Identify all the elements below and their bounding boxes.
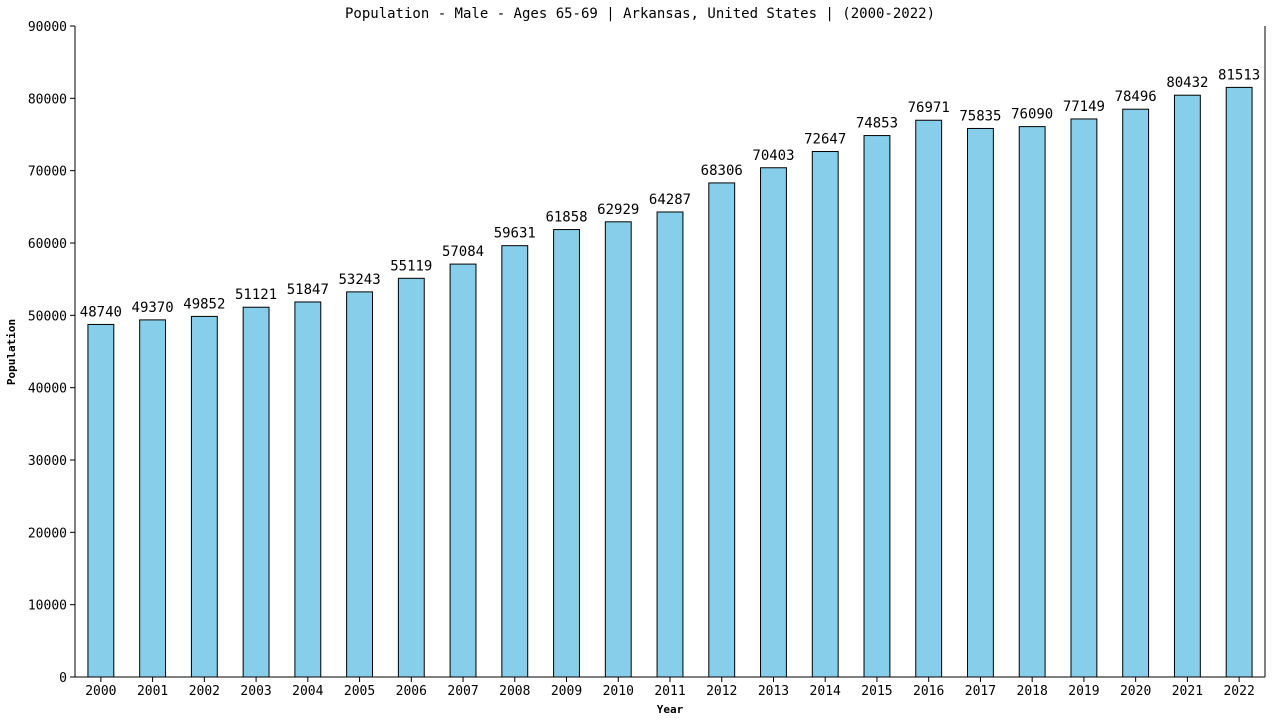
data-label: 80432: [1166, 75, 1208, 91]
y-tick-label: 60000: [28, 237, 67, 252]
x-tick-label: 2006: [396, 684, 427, 699]
x-tick-label: 2021: [1172, 684, 1203, 699]
bar: [397, 277, 425, 678]
x-tick-label: 2012: [706, 684, 737, 699]
x-axis-label: Year: [657, 703, 684, 716]
x-tick-label: 2004: [292, 684, 323, 699]
data-label: 48740: [80, 304, 122, 320]
x-tick-label: 2019: [1068, 684, 1099, 699]
data-label: 64287: [649, 192, 691, 208]
y-tick-label: 70000: [28, 165, 67, 180]
data-label: 76971: [908, 100, 950, 116]
y-axis: 0 10000 20000 30000 40000 50000 60000 70000 8000…: [28, 20, 1266, 686]
bar: [294, 301, 322, 678]
x-tick-label: 2010: [603, 684, 634, 699]
chart-title: Population - Male - Ages 65-69 | Arkansa…: [345, 6, 935, 22]
x-tick-label: 2009: [551, 684, 582, 699]
y-tick-label: 50000: [28, 309, 67, 324]
bar: [242, 306, 270, 678]
bar: [553, 229, 580, 678]
data-label: 59631: [494, 226, 536, 242]
data-label: 77149: [1063, 99, 1105, 115]
bar: [656, 211, 684, 678]
data-label: 74853: [856, 116, 898, 132]
bar: [708, 182, 736, 678]
x-tick-label: 2022: [1223, 684, 1254, 699]
data-label: 78496: [1115, 89, 1157, 105]
data-label: 53243: [338, 272, 380, 288]
bar: [501, 245, 529, 678]
bar: [604, 221, 632, 678]
bar: [1070, 118, 1098, 678]
bar: [1018, 126, 1046, 678]
x-tick-label: 2003: [240, 684, 271, 699]
y-tick-label: 20000: [28, 526, 67, 541]
data-label: 51847: [287, 282, 329, 298]
x-tick-label: 2013: [758, 684, 789, 699]
data-label: 75835: [959, 108, 1001, 124]
y-axis-label: Population: [5, 319, 18, 385]
x-tick-label: 2007: [447, 684, 478, 699]
x-tick-label: 2008: [499, 684, 530, 699]
data-label: 51121: [235, 287, 277, 303]
bar: [190, 315, 218, 678]
data-label: 49370: [132, 300, 174, 316]
y-tick-label: 40000: [28, 382, 67, 397]
x-tick-label: 2005: [344, 684, 375, 699]
y-tick-label: 0: [59, 671, 67, 686]
x-tick-label: 2011: [654, 684, 685, 699]
data-label: 81513: [1218, 67, 1260, 83]
bar: [346, 291, 373, 678]
bar: [449, 263, 477, 678]
x-tick-label: 2016: [913, 684, 944, 699]
x-tick-label: 2020: [1120, 684, 1151, 699]
data-label: 55119: [390, 258, 432, 274]
bar: [811, 151, 839, 678]
y-tick-label: 90000: [28, 20, 67, 35]
bar: [139, 319, 167, 678]
data-label: 72647: [804, 132, 846, 148]
data-label: 49852: [183, 296, 225, 312]
x-tick-label: 2001: [137, 684, 168, 699]
bar: [760, 167, 787, 678]
bar: [967, 127, 994, 678]
x-tick-label: 2000: [85, 684, 116, 699]
x-tick-label: 2015: [861, 684, 892, 699]
x-tick-label: 2018: [1017, 684, 1048, 699]
bar: [1122, 108, 1150, 678]
bar: [1225, 86, 1253, 678]
data-label: 61858: [545, 210, 587, 226]
x-tick-label: 2002: [189, 684, 220, 699]
data-label: 76090: [1011, 107, 1053, 123]
bar: [87, 323, 115, 678]
data-label: 70403: [752, 148, 794, 164]
bars: [87, 86, 1253, 678]
data-labels: 48740 49370 49852 51121 51847 53243 55119 57084…: [80, 67, 1260, 320]
x-tick-label: 2017: [965, 684, 996, 699]
y-tick-label: 80000: [28, 92, 67, 107]
x-axis: 2000 2001 2002 2003 2004 2005 2006 2007 2008 2009…: [75, 676, 1265, 699]
bar: [1173, 94, 1201, 678]
data-label: 62929: [597, 202, 639, 218]
x-tick-label: 2014: [810, 684, 841, 699]
bar: [915, 119, 943, 678]
y-tick-label: 30000: [28, 454, 67, 469]
data-label: 57084: [442, 244, 484, 260]
y-tick-label: 10000: [28, 599, 67, 614]
bar: [863, 135, 891, 678]
data-label: 68306: [701, 163, 743, 179]
